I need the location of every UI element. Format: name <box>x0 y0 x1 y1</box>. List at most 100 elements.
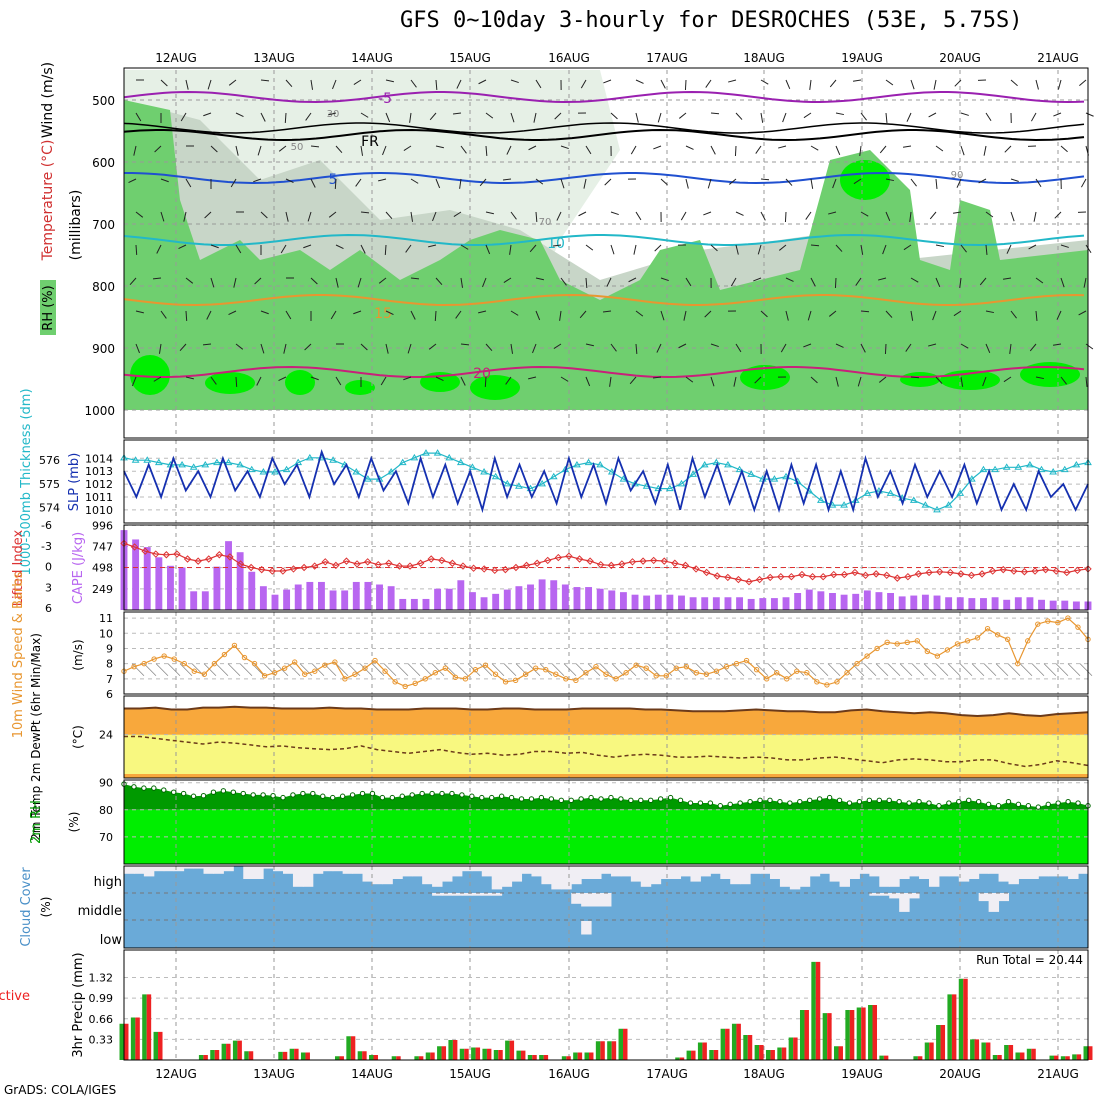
wind-barb <box>707 178 712 189</box>
rh2m-point <box>369 790 376 797</box>
wind-barb <box>556 211 562 221</box>
rh2m-point <box>946 800 952 806</box>
wind-barb <box>935 376 943 384</box>
rh2m-point <box>975 798 982 805</box>
wind-barb <box>335 145 343 154</box>
cloud-gap <box>133 866 145 874</box>
li-tick-label: 0 <box>45 561 52 574</box>
cape-bar <box>701 597 709 610</box>
wind-speed-point <box>874 645 880 652</box>
wind-barb <box>328 211 337 218</box>
wind-barb <box>610 211 619 216</box>
wind-barb <box>956 178 962 188</box>
panel-border <box>123 524 1089 611</box>
cloud-gap <box>859 866 870 874</box>
cape-bar <box>376 584 383 610</box>
thickness-point <box>236 460 245 468</box>
surface-wind-barb <box>503 663 517 677</box>
precip-total-bar <box>289 1048 295 1060</box>
cape-bar <box>933 595 941 610</box>
surface-wind-barb <box>167 663 181 677</box>
li-point <box>544 556 552 565</box>
precip-tick-label: 1.32 <box>89 972 114 985</box>
wind-speed-point <box>553 671 559 677</box>
precip-convective-bar <box>532 1055 537 1060</box>
precip-total-bar <box>516 1050 521 1060</box>
rh2m-point <box>270 793 276 799</box>
li-point <box>586 557 594 565</box>
cloud-gap <box>481 866 493 877</box>
li-point <box>501 565 510 574</box>
wind-barb <box>810 244 820 247</box>
wind-barb <box>552 244 562 247</box>
cloud-gap <box>571 866 582 885</box>
wind-barb <box>1060 277 1065 288</box>
wind-barb <box>803 112 812 119</box>
wind-speed-point <box>312 668 318 674</box>
wind-barb <box>529 244 537 253</box>
rh2m-point <box>618 796 624 802</box>
surface-wind-barb <box>1067 663 1081 677</box>
thickness-point <box>143 456 152 463</box>
rh2m-point <box>518 796 525 802</box>
cloud-gap <box>422 866 433 885</box>
wind-barb <box>460 277 464 288</box>
wind-barb <box>757 244 762 255</box>
li-point <box>978 570 986 578</box>
rh2m-point <box>141 785 147 791</box>
top-date-label: 14AUG <box>351 51 393 65</box>
li-series <box>123 542 1089 583</box>
surface-wind-barb <box>179 663 193 677</box>
rh2m-point <box>598 796 604 802</box>
wind-speed-point <box>522 671 529 677</box>
wind-barb <box>385 343 389 354</box>
wind-barb <box>760 178 770 181</box>
cape-bar <box>573 587 581 610</box>
wind-barb <box>428 244 437 248</box>
thickness-point <box>398 458 407 466</box>
cape-bar <box>143 547 151 610</box>
wind-barb <box>860 211 869 217</box>
cape-bar <box>770 598 778 610</box>
rh2m-point <box>836 797 843 804</box>
surface-wind-barb <box>1043 663 1057 677</box>
wind-barb <box>855 277 862 286</box>
cloud-gap <box>998 866 1009 882</box>
thickness-point <box>1037 465 1046 473</box>
cape-bar <box>956 597 964 610</box>
cloud-gap <box>968 866 980 879</box>
rh2m-point <box>429 790 435 797</box>
precip-total-bar <box>198 1055 204 1060</box>
cape-bar <box>654 594 662 610</box>
li-point <box>755 575 764 584</box>
wind-barb <box>860 112 867 121</box>
wind-barb <box>360 112 369 118</box>
li-point <box>1063 568 1071 577</box>
li-point <box>893 574 902 582</box>
wind-barb <box>460 343 470 346</box>
li-point <box>1010 567 1018 575</box>
cloud-layer-label: high <box>94 875 122 890</box>
wind-barb <box>510 112 515 123</box>
rh2m-tick-label: 90 <box>99 777 113 790</box>
wind-barb <box>678 112 687 119</box>
pressure-tick-label: 900 <box>92 342 115 356</box>
isotherm-line <box>123 90 1085 104</box>
cape-axis-label: CAPE (J/kg) <box>71 532 86 604</box>
panel-border <box>123 439 1089 524</box>
cloud-gap <box>521 866 532 874</box>
panel-border <box>123 611 1089 695</box>
wind-barb <box>228 79 237 86</box>
rh2m-point <box>548 796 555 802</box>
cloud-gap <box>581 866 592 879</box>
isotherm-line <box>123 365 1085 379</box>
wind-barb <box>256 376 262 386</box>
bottom-date-label: 16AUG <box>548 1067 590 1081</box>
cloud-gap <box>273 866 284 872</box>
cape-bar <box>817 591 825 610</box>
surface-wind-barb <box>239 663 253 677</box>
wind-barb <box>360 244 366 254</box>
cape-bar <box>678 595 685 610</box>
cape-bar <box>1014 597 1022 610</box>
precip-total-bar <box>992 1055 998 1060</box>
